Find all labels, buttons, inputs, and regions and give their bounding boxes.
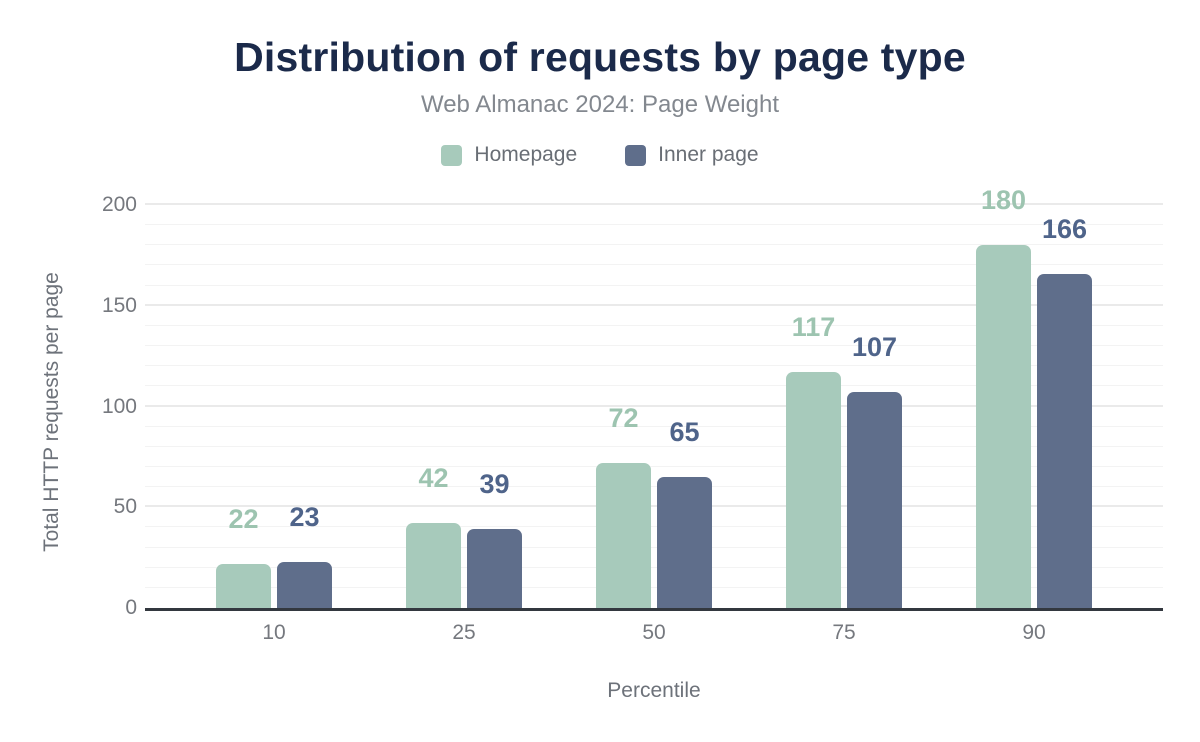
bar-value-label-inner-page-p75: 107 (851, 332, 898, 363)
bar-value-label-homepage-p50: 72 (608, 402, 639, 433)
x-tick-label: 25 (452, 621, 476, 644)
gridline (145, 365, 1163, 367)
bar-value-label-inner-page-p25: 39 (479, 469, 510, 500)
bar-group-p75: 117 107 75 (786, 205, 902, 644)
gridline (145, 465, 1163, 467)
gridline (145, 345, 1163, 347)
bar-homepage-p50[interactable] (596, 462, 651, 608)
gridline (145, 586, 1163, 588)
bar-value-label-homepage-p75: 117 (791, 312, 836, 343)
gridline (145, 526, 1163, 528)
bar-group-p25: 42 39 25 (406, 205, 522, 644)
bar-value-label-homepage-p90: 180 (980, 185, 1027, 216)
y-tick-label: 200 (101, 193, 137, 216)
bar-inner-page-p75[interactable] (847, 392, 902, 608)
gridline (145, 385, 1163, 387)
bar-group-p10: 22 23 10 (216, 205, 332, 644)
legend-label: Inner page (658, 143, 759, 166)
gridline (145, 505, 1163, 508)
bar-homepage-p90[interactable] (976, 245, 1031, 608)
bar-homepage-p25[interactable] (406, 523, 461, 608)
legend-swatch-homepage (441, 144, 463, 166)
gridline (145, 404, 1163, 407)
gridline (145, 203, 1163, 205)
chart-title: Distribution of requests by page type (234, 34, 966, 80)
y-tick-label: 50 (113, 495, 137, 519)
bar-value-label-homepage-p10: 22 (228, 503, 259, 534)
bar-group-p50: 72 65 50 (596, 205, 712, 644)
bar-homepage-p10[interactable] (216, 563, 271, 608)
y-axis-ticks: 0 50 100 150 200 (0, 193, 137, 619)
bar-value-label-homepage-p25: 42 (418, 463, 449, 494)
gridline (145, 264, 1163, 266)
bar-value-label-inner-page-p90: 166 (1041, 213, 1088, 244)
chart-subtitle: Web Almanac 2024: Page Weight (420, 91, 779, 118)
gridline (145, 284, 1163, 286)
gridline (145, 445, 1163, 447)
y-tick-label: 0 (125, 596, 137, 619)
bar-inner-page-p10[interactable] (277, 561, 332, 608)
legend-item-inner-page: Inner page (625, 143, 759, 167)
x-tick-label: 50 (642, 621, 666, 644)
gridline (145, 486, 1163, 488)
gridline (145, 224, 1163, 226)
bar-group-p90: 180 166 90 (976, 186, 1092, 644)
gridline (145, 566, 1163, 568)
y-tick-label: 150 (101, 293, 137, 317)
x-tick-label: 90 (1022, 621, 1046, 644)
gridline (145, 324, 1163, 326)
plot-area: 22 23 10 42 39 25 72 65 50 117 107 75 180 166 90 (145, 186, 1163, 644)
x-tick-label: 75 (832, 621, 856, 644)
bar-inner-page-p50[interactable] (657, 477, 712, 608)
x-axis-title: Percentile (607, 679, 701, 702)
bar-inner-page-p25[interactable] (467, 529, 522, 608)
bar-homepage-p75[interactable] (786, 372, 841, 608)
legend-item-homepage: Homepage (441, 143, 577, 167)
bar-value-label-inner-page-p10: 23 (289, 501, 320, 532)
gridline (145, 546, 1163, 548)
bar-inner-page-p90[interactable] (1037, 273, 1092, 608)
gridline (145, 303, 1163, 306)
legend: Homepage Inner page (0, 143, 1200, 167)
gridline (145, 425, 1163, 427)
x-tick-label: 10 (262, 621, 286, 644)
y-tick-label: 100 (101, 394, 137, 418)
gridline (145, 244, 1163, 246)
bar-value-label-inner-page-p50: 65 (669, 417, 700, 448)
legend-label: Homepage (474, 143, 578, 166)
legend-swatch-inner-page (625, 144, 647, 166)
